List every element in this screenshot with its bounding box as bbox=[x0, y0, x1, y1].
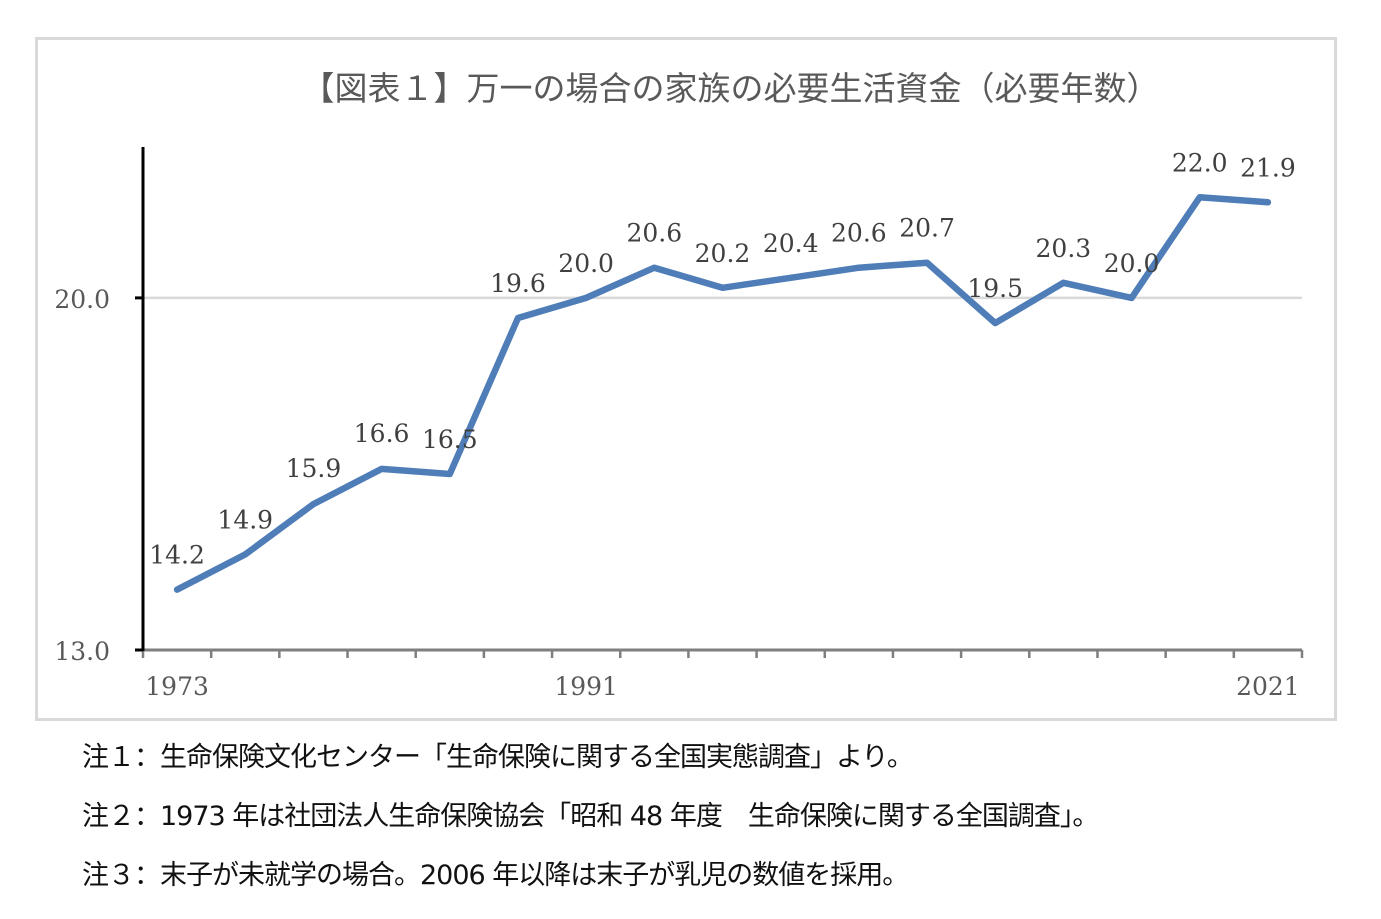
chart-title: 【図表１】万一の場合の家族の必要生活資金（必要年数） bbox=[301, 69, 1160, 108]
notes: 注１：生命保険文化センター「生命保険に関する全国実態調査」より。 注２：1973… bbox=[82, 738, 1099, 915]
data-label: 20.2 bbox=[695, 239, 751, 268]
series-line bbox=[173, 194, 1272, 593]
x-tick-label: 1991 bbox=[554, 672, 618, 701]
data-label: 22.0 bbox=[1172, 148, 1228, 177]
x-tick-label: 1973 bbox=[145, 672, 209, 701]
data-label: 16.6 bbox=[354, 419, 410, 448]
y-tick-label: 20.0 bbox=[54, 285, 110, 314]
data-label: 19.5 bbox=[967, 274, 1023, 303]
axes: 20.0 13.0 1973 1991 2021 bbox=[54, 147, 1304, 701]
chart-frame bbox=[35, 37, 1337, 721]
data-label: 19.6 bbox=[490, 269, 546, 298]
x-tick-label: 2021 bbox=[1236, 672, 1300, 701]
data-label: 20.6 bbox=[831, 219, 887, 248]
note-1: 注１：生命保険文化センター「生命保険に関する全国実態調査」より。 bbox=[82, 742, 914, 773]
data-label: 20.4 bbox=[763, 229, 819, 258]
y-tick-label: 13.0 bbox=[54, 637, 110, 666]
data-label: 16.5 bbox=[422, 425, 478, 454]
data-label: 20.3 bbox=[1036, 234, 1092, 263]
note-3: 注３：末子が未就学の場合。2006 年以降は末子が乳児の数値を採用。 bbox=[82, 860, 909, 891]
data-label: 20.0 bbox=[1104, 249, 1160, 278]
data-series bbox=[173, 194, 1272, 593]
data-label: 20.6 bbox=[626, 219, 682, 248]
data-label: 20.0 bbox=[558, 249, 614, 278]
note-2: 注２：1973 年は社団法人生命保険協会「昭和 48 年度 生命保険に関する全国… bbox=[82, 801, 1099, 832]
data-label: 15.9 bbox=[286, 454, 342, 483]
data-label: 14.9 bbox=[217, 505, 273, 534]
data-label: 21.9 bbox=[1240, 153, 1296, 182]
data-label: 20.7 bbox=[899, 214, 955, 243]
data-label: 14.2 bbox=[149, 541, 205, 570]
data-labels: 14.2 14.9 15.9 16.6 16.5 19.6 20.0 20.6 20.2 20.4… bbox=[149, 148, 1295, 569]
